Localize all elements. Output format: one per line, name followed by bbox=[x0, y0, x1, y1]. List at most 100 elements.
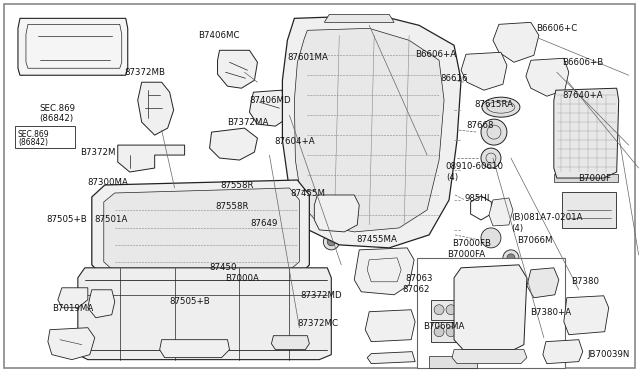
Text: (B)081A7-0201A
(4): (B)081A7-0201A (4) bbox=[511, 214, 582, 233]
Text: B7000FA: B7000FA bbox=[447, 250, 485, 259]
Polygon shape bbox=[104, 188, 300, 272]
Text: B6606+B: B6606+B bbox=[562, 58, 604, 67]
Ellipse shape bbox=[119, 31, 125, 41]
Text: 87558R: 87558R bbox=[220, 182, 254, 190]
Circle shape bbox=[503, 250, 519, 266]
Polygon shape bbox=[554, 88, 619, 178]
Text: B6606+C: B6606+C bbox=[536, 24, 578, 33]
Circle shape bbox=[446, 327, 456, 337]
Text: B7019MA: B7019MA bbox=[52, 304, 93, 313]
Text: 87300MA: 87300MA bbox=[88, 178, 129, 187]
Text: 87601MA: 87601MA bbox=[287, 54, 328, 62]
Bar bbox=[431, 322, 459, 341]
Polygon shape bbox=[78, 268, 332, 360]
Polygon shape bbox=[543, 340, 583, 363]
Text: B7372MA: B7372MA bbox=[227, 118, 268, 127]
Polygon shape bbox=[461, 52, 507, 90]
Text: 87649: 87649 bbox=[250, 219, 278, 228]
Circle shape bbox=[327, 238, 335, 246]
Text: JB70039N: JB70039N bbox=[588, 350, 630, 359]
Text: 87450: 87450 bbox=[209, 263, 237, 272]
Polygon shape bbox=[159, 340, 230, 357]
Polygon shape bbox=[218, 50, 257, 88]
Text: 985HI: 985HI bbox=[465, 195, 490, 203]
Polygon shape bbox=[527, 268, 559, 298]
Circle shape bbox=[434, 327, 444, 337]
Text: 87505+B: 87505+B bbox=[169, 296, 210, 305]
Bar bbox=[554, 174, 618, 182]
Text: 87062: 87062 bbox=[403, 285, 430, 294]
Bar bbox=[431, 300, 459, 320]
Bar bbox=[298, 178, 319, 196]
Bar bbox=[250, 290, 282, 315]
Text: B7000FB: B7000FB bbox=[452, 240, 491, 248]
Text: 87372MB: 87372MB bbox=[125, 68, 166, 77]
Polygon shape bbox=[138, 82, 173, 135]
Bar bbox=[140, 292, 175, 320]
Text: B7000F: B7000F bbox=[578, 174, 611, 183]
Bar bbox=[417, 258, 565, 368]
Circle shape bbox=[446, 305, 456, 315]
Text: 87668: 87668 bbox=[466, 121, 493, 130]
Text: SEC.869: SEC.869 bbox=[18, 129, 49, 139]
Text: B6606+A: B6606+A bbox=[415, 50, 456, 59]
Polygon shape bbox=[452, 350, 527, 363]
Text: 87455M: 87455M bbox=[291, 189, 326, 198]
Polygon shape bbox=[564, 296, 609, 335]
Polygon shape bbox=[118, 145, 184, 172]
Polygon shape bbox=[355, 248, 414, 295]
Polygon shape bbox=[209, 128, 257, 160]
Text: B7066M: B7066M bbox=[517, 237, 553, 246]
Text: (86842): (86842) bbox=[18, 138, 48, 147]
Bar bbox=[562, 192, 616, 228]
Text: SEC.869
(86842): SEC.869 (86842) bbox=[40, 104, 76, 123]
Polygon shape bbox=[271, 336, 309, 350]
Text: 87455MA: 87455MA bbox=[356, 235, 397, 244]
Circle shape bbox=[535, 274, 551, 290]
Polygon shape bbox=[526, 58, 569, 96]
Ellipse shape bbox=[507, 29, 525, 51]
Polygon shape bbox=[454, 265, 527, 350]
Polygon shape bbox=[493, 22, 539, 62]
Text: 87640+A: 87640+A bbox=[562, 90, 603, 100]
Bar bbox=[52, 43, 80, 63]
Polygon shape bbox=[48, 328, 95, 360]
Text: 87063: 87063 bbox=[406, 273, 433, 283]
Ellipse shape bbox=[482, 97, 520, 117]
Text: 87505+B: 87505+B bbox=[46, 215, 87, 224]
Text: 08910-60610
(4): 08910-60610 (4) bbox=[446, 162, 504, 182]
Polygon shape bbox=[470, 196, 492, 220]
Text: 87558R: 87558R bbox=[215, 202, 249, 211]
Circle shape bbox=[434, 305, 444, 315]
Polygon shape bbox=[294, 28, 444, 232]
Polygon shape bbox=[489, 198, 513, 226]
Circle shape bbox=[481, 148, 501, 168]
Polygon shape bbox=[324, 15, 394, 22]
Circle shape bbox=[323, 234, 339, 250]
Ellipse shape bbox=[474, 58, 494, 82]
Circle shape bbox=[507, 254, 515, 262]
Polygon shape bbox=[92, 180, 309, 278]
Polygon shape bbox=[18, 18, 128, 75]
Circle shape bbox=[481, 119, 507, 145]
Text: 87372MC: 87372MC bbox=[297, 319, 338, 328]
Text: 86616: 86616 bbox=[441, 74, 468, 83]
Text: 87604+A: 87604+A bbox=[275, 137, 316, 146]
Text: 87501A: 87501A bbox=[95, 215, 128, 224]
Ellipse shape bbox=[19, 65, 25, 75]
Text: B7066MA: B7066MA bbox=[423, 322, 464, 331]
Polygon shape bbox=[367, 352, 415, 363]
Text: 87406MD: 87406MD bbox=[249, 96, 291, 105]
Ellipse shape bbox=[119, 65, 125, 75]
Text: 87372MD: 87372MD bbox=[300, 291, 342, 300]
Bar bbox=[429, 356, 477, 368]
Polygon shape bbox=[88, 290, 115, 318]
Bar bbox=[15, 126, 75, 148]
Polygon shape bbox=[282, 15, 461, 248]
Ellipse shape bbox=[539, 64, 559, 88]
Text: B7000A: B7000A bbox=[225, 273, 259, 283]
Ellipse shape bbox=[19, 31, 25, 41]
Polygon shape bbox=[314, 195, 359, 232]
Bar bbox=[195, 292, 225, 318]
Circle shape bbox=[474, 201, 488, 215]
